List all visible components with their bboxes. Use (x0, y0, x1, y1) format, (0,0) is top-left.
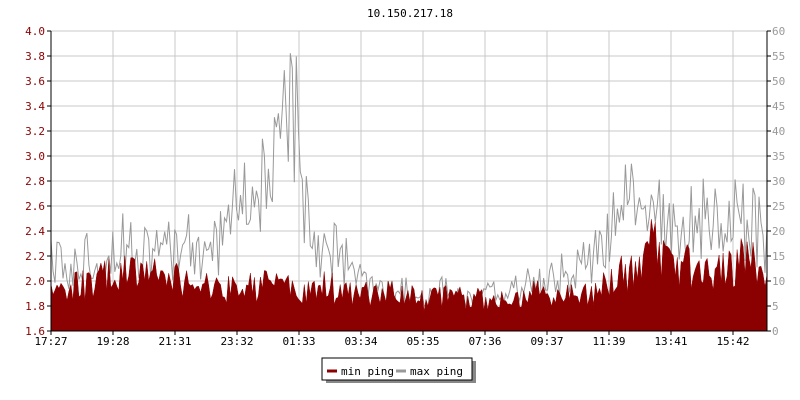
series-area (50, 53, 768, 332)
tick-label-left: 3.6 (25, 75, 45, 88)
tick-label-x: 21:31 (158, 335, 191, 348)
tick-label-right: 30 (772, 175, 785, 188)
tick-label-right: 0 (772, 325, 779, 338)
tick-label-right: 20 (772, 225, 785, 238)
tick-label-right: 15 (772, 250, 785, 263)
tick-label-right: 60 (772, 25, 785, 38)
tick-label-left: 1.8 (25, 300, 45, 313)
tick-label-left: 2.2 (25, 250, 45, 263)
series-area-min-ping (50, 219, 768, 332)
tick-label-x: 11:39 (592, 335, 625, 348)
tick-label-left: 3.8 (25, 50, 45, 63)
tick-label-x: 23:32 (220, 335, 253, 348)
tick-label-x: 05:35 (406, 335, 439, 348)
tick-label-left: 4.0 (25, 25, 45, 38)
tick-label-right: 10 (772, 275, 785, 288)
legend-label-max-ping: max ping (410, 365, 463, 378)
tick-label-x: 01:33 (282, 335, 315, 348)
tick-label-x: 15:42 (716, 335, 749, 348)
tick-label-x: 09:37 (530, 335, 563, 348)
tick-label-x: 13:41 (654, 335, 687, 348)
tick-label-x: 07:36 (468, 335, 501, 348)
tick-label-right: 25 (772, 200, 785, 213)
legend-box (321, 357, 473, 381)
tick-label-left: 2.8 (25, 175, 45, 188)
tick-label-left: 2.0 (25, 275, 45, 288)
axes (47, 30, 771, 335)
tick-label-left: 1.6 (25, 325, 45, 338)
tick-label-left: 3.0 (25, 150, 45, 163)
legend-label-min-ping: min ping (341, 365, 394, 378)
tick-labels: 1.6 0 1.8 5 2.0 10 2.2 15 2.4 20 2.6 25 2.8 30 3.0 35 3.… (25, 25, 785, 348)
tick-label-right: 5 (772, 300, 779, 313)
tick-label-x: 03:34 (344, 335, 377, 348)
tick-label-left: 2.4 (25, 225, 45, 238)
tick-label-left: 3.4 (25, 100, 45, 113)
tick-label-x: 19:28 (96, 335, 129, 348)
chart-title: 10.150.217.18 (367, 7, 453, 20)
tick-label-x: 17:27 (34, 335, 67, 348)
tick-label-left: 3.2 (25, 125, 45, 138)
tick-label-right: 45 (772, 100, 785, 113)
tick-label-right: 50 (772, 75, 785, 88)
legend: min ping max ping (321, 357, 476, 383)
tick-label-right: 40 (772, 125, 785, 138)
tick-label-left: 2.6 (25, 200, 45, 213)
tick-label-right: 55 (772, 50, 785, 63)
tick-label-right: 35 (772, 150, 785, 163)
